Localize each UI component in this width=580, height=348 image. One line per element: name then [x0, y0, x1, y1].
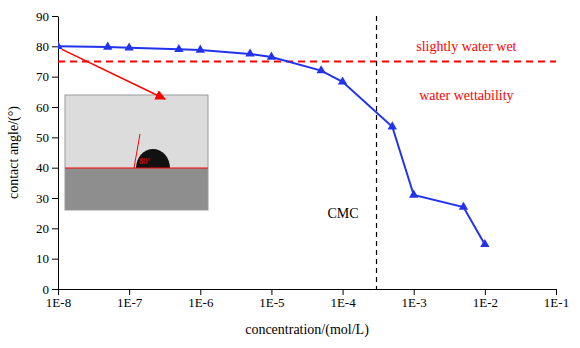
data-point [459, 202, 468, 210]
x-tick-label: 1E-7 [117, 295, 143, 310]
x-tick: 1E-3 [402, 289, 427, 310]
data-point [409, 190, 418, 198]
x-tick: 1E-6 [188, 289, 214, 310]
y-tick-label: 10 [36, 251, 49, 266]
inset-substrate [65, 168, 208, 210]
y-tick: 20 [36, 221, 58, 236]
y-tick: 70 [36, 69, 58, 84]
y-tick-label: 90 [36, 9, 49, 24]
x-tick-mark [414, 289, 415, 295]
y-tick-mark [52, 107, 58, 108]
x-tick-mark [129, 289, 130, 295]
data-point [480, 239, 489, 247]
x-tick-mark [556, 289, 557, 295]
x-tick-label: 1E-5 [259, 295, 284, 310]
y-tick: 0 [43, 282, 59, 297]
y-axis-line [58, 17, 59, 290]
data-point [245, 49, 254, 57]
inset-droplet [136, 149, 170, 168]
x-tick-mark [200, 289, 201, 295]
x-tick-label: 1E-8 [46, 295, 71, 310]
y-tick-mark [52, 259, 58, 260]
x-tick-mark [271, 289, 272, 295]
data-point [338, 76, 347, 84]
y-tick-label: 60 [36, 100, 49, 115]
threshold-label-above: slightly water wet [416, 39, 516, 54]
inset-label: 80° [139, 157, 150, 166]
x-tick: 1E-8 [46, 289, 71, 310]
inset: 80° [65, 95, 208, 210]
data-point [316, 65, 325, 73]
y-tick-mark [52, 168, 58, 169]
x-axis-line [59, 289, 557, 290]
x-tick-label: 1E-2 [473, 295, 498, 310]
y-axis: 0 10 20 30 40 50 60 70 80 90 [36, 9, 59, 297]
x-tick: 1E-7 [117, 289, 143, 310]
marks [58, 16, 556, 289]
y-tick: 80 [36, 39, 58, 54]
inset-baseline [65, 168, 208, 169]
data-point [388, 121, 397, 129]
data-line [58, 46, 485, 244]
y-tick-mark [52, 16, 58, 17]
threshold-line [58, 61, 556, 63]
y-tick-mark [52, 228, 58, 229]
y-tick-mark [52, 289, 58, 290]
x-axis-title: concentration/(mol/L) [245, 322, 369, 338]
data-point [103, 42, 112, 50]
x-tick-label: 1E-6 [188, 295, 214, 310]
y-tick-label: 40 [36, 160, 49, 175]
annotations: slightly water wet water wettability CMC [327, 39, 516, 222]
y-tick-mark [52, 137, 58, 138]
y-tick-label: 80 [36, 39, 49, 54]
y-tick-mark [52, 46, 58, 47]
y-tick: 60 [36, 100, 58, 115]
y-tick-label: 70 [36, 69, 49, 84]
data-point [196, 45, 205, 53]
cmc-line [376, 16, 377, 289]
y-tick-label: 30 [36, 191, 49, 206]
y-tick: 10 [36, 251, 58, 266]
y-tick: 50 [36, 130, 58, 145]
data-point [124, 42, 133, 50]
x-tick: 1E-4 [330, 289, 356, 310]
y-tick-label: 50 [36, 130, 49, 145]
x-tick-label: 1E-4 [330, 295, 356, 310]
x-tick: 1E-5 [259, 289, 284, 310]
data-point [174, 44, 183, 52]
cmc-label: CMC [327, 206, 358, 221]
data-point [58, 41, 63, 49]
inset-background [65, 95, 208, 168]
x-tick-label: 1E-1 [544, 295, 569, 310]
x-tick: 1E-1 [544, 289, 569, 310]
x-tick-label: 1E-3 [402, 295, 427, 310]
y-tick-label: 0 [43, 282, 50, 297]
y-axis-title: contact angle/(°) [6, 106, 22, 199]
chart: 1E-8 1E-7 1E-6 1E-5 1E-4 1E-3 1E-2 1E-1 0 10 20 30 4… [0, 0, 580, 348]
inset-arrow [62, 49, 165, 99]
threshold-label-below: water wettability [419, 88, 513, 103]
y-tick-mark [52, 198, 58, 199]
inset-frame [65, 95, 208, 210]
y-tick: 40 [36, 160, 58, 175]
y-tick-label: 20 [36, 221, 49, 236]
y-tick: 30 [36, 191, 58, 206]
x-axis: 1E-8 1E-7 1E-6 1E-5 1E-4 1E-3 1E-2 1E-1 [46, 289, 569, 310]
data-point [267, 52, 276, 60]
x-tick: 1E-2 [473, 289, 498, 310]
x-tick-mark [58, 289, 59, 295]
y-tick-mark [52, 77, 58, 78]
x-tick-mark [343, 289, 344, 295]
x-tick-mark [485, 289, 486, 295]
y-tick: 90 [36, 9, 58, 24]
plot: 1E-8 1E-7 1E-6 1E-5 1E-4 1E-3 1E-2 1E-1 0 10 20 30 4… [36, 9, 569, 311]
